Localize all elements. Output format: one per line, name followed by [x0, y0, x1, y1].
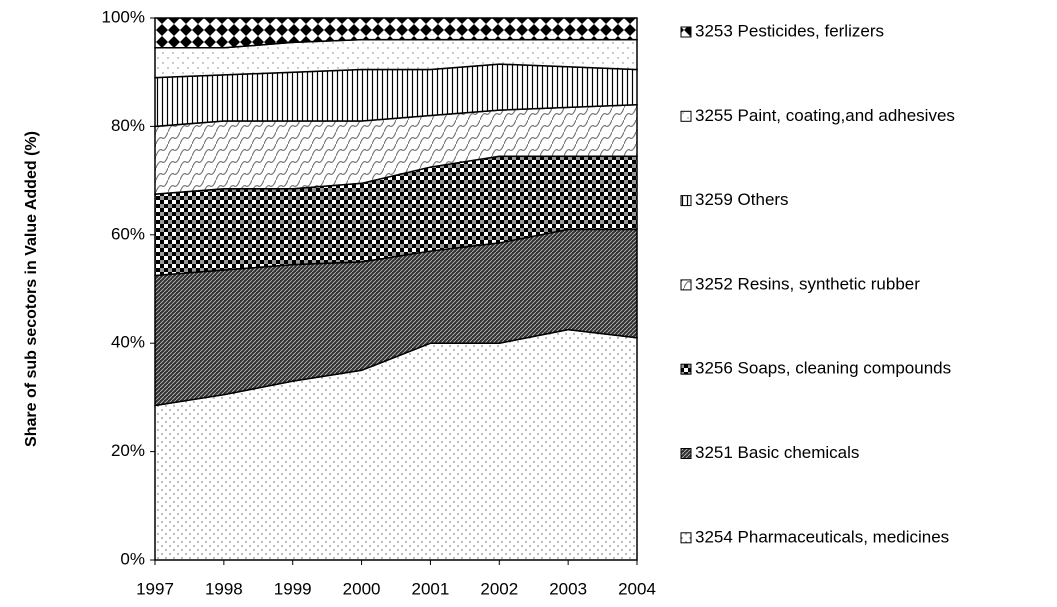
y-tick-label: 100%: [102, 7, 145, 26]
legend-label: 3256 Soaps, cleaning compounds: [695, 359, 951, 378]
legend-swatch: [680, 279, 692, 291]
legend-label: 3251 Basic chemicals: [695, 443, 859, 462]
x-tick-label: 2002: [480, 579, 518, 598]
x-tick-label: 2000: [343, 579, 381, 598]
y-axis-label: Share of sub secotors in Value Added (%): [23, 131, 40, 447]
legend-label: 3255 Paint, coating,and adhesives: [695, 106, 955, 125]
legend-label: 3254 Pharmaceuticals, medicines: [695, 527, 949, 546]
y-tick-label: 0%: [120, 549, 145, 568]
legend-swatch: [680, 26, 692, 38]
y-tick-label: 80%: [111, 116, 145, 135]
y-tick-label: 60%: [111, 224, 145, 243]
legend-swatch: [680, 448, 692, 459]
legend-swatch: [680, 110, 692, 122]
legend-swatch: [680, 195, 692, 207]
legend-label: 3253 Pesticides, ferlizers: [695, 21, 884, 40]
legend-swatch: [680, 363, 692, 375]
legend-swatch: [680, 532, 692, 544]
x-tick-label: 1999: [274, 579, 312, 598]
area: [154, 17, 638, 49]
legend-label: 3259 Others: [695, 190, 789, 209]
x-tick-label: 1998: [205, 579, 243, 598]
x-tick-label: 1997: [136, 579, 174, 598]
x-tick-label: 2003: [549, 579, 587, 598]
x-tick-label: 2001: [412, 579, 450, 598]
y-tick-label: 20%: [111, 441, 145, 460]
legend-label: 3252 Resins, synthetic rubber: [695, 274, 920, 293]
x-tick-label: 2004: [618, 579, 656, 598]
y-tick-label: 40%: [111, 333, 145, 352]
